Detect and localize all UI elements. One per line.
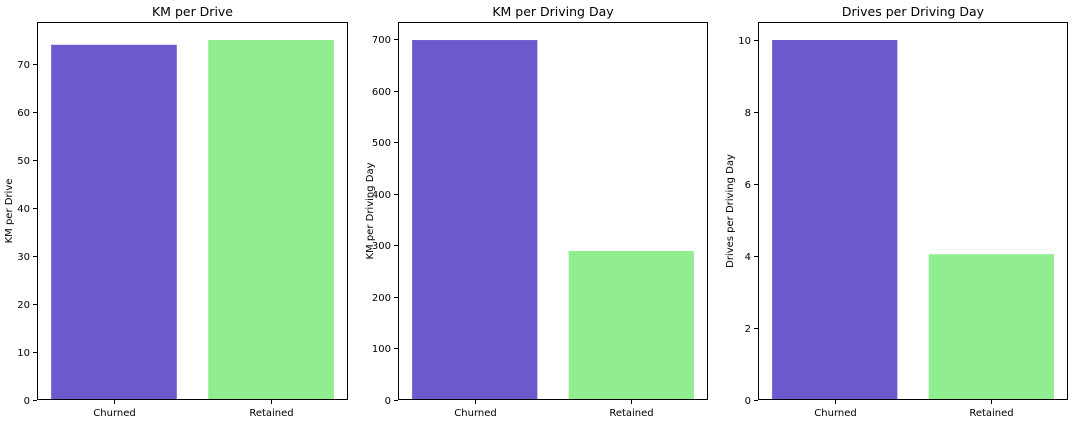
y-tick-label: 8 — [745, 108, 751, 119]
y-tick-label: 0 — [24, 396, 30, 407]
x-tick-label: Churned — [93, 408, 135, 419]
axes-frame — [398, 22, 708, 400]
bar-churned — [412, 40, 538, 401]
y-axis-label: Drives per Driving Day — [725, 154, 736, 268]
y-tick-label: 2 — [745, 324, 751, 335]
chart-title: KM per Drive — [152, 4, 233, 19]
bar-churned — [51, 44, 177, 401]
y-tick-label: 0 — [385, 396, 391, 407]
chart-panel-1: 0 10 20 30 40 50 60 70 Churned Retained KM per Dri… — [4, 4, 348, 419]
chart-title: KM per Driving Day — [492, 4, 614, 19]
y-tick-label: 100 — [372, 344, 391, 355]
y-tick-label: 60 — [17, 108, 30, 119]
y-tick-label: 600 — [372, 87, 391, 98]
y-axis-label: KM per Driving Day — [365, 162, 376, 259]
y-tick-label: 50 — [17, 156, 30, 167]
chart-title: Drives per Driving Day — [842, 4, 985, 19]
y-tick-label: 70 — [17, 60, 30, 71]
y-tick-label: 0 — [745, 396, 751, 407]
x-tick-label: Retained — [249, 408, 293, 419]
y-tick-label: 200 — [372, 293, 391, 304]
y-tick-label: 500 — [372, 138, 391, 149]
x-tick-label: Churned — [454, 408, 496, 419]
axes-frame — [37, 22, 348, 400]
bar-retained — [928, 254, 1054, 400]
chart-panel-3: 0 2 4 6 8 10 Churned Retained Drives per Driving… — [725, 4, 1068, 419]
y-tick-label: 10 — [17, 348, 30, 359]
axes-frame — [758, 22, 1068, 400]
y-tick-label: 10 — [738, 36, 751, 47]
y-tick-label: 6 — [745, 180, 751, 191]
bar-churned — [772, 40, 898, 400]
y-tick-label: 30 — [17, 252, 30, 263]
y-tick-label: 300 — [372, 241, 391, 252]
y-tick-label: 4 — [745, 252, 751, 263]
y-tick-label: 20 — [17, 300, 30, 311]
y-tick-label: 40 — [17, 204, 30, 215]
x-tick-label: Churned — [814, 408, 856, 419]
x-tick-label: Retained — [609, 408, 653, 419]
bar-retained — [208, 40, 334, 400]
chart-panel-2: 0 100 200 300 400 500 600 700 Churned Retained KM … — [365, 4, 708, 419]
x-tick-label: Retained — [969, 408, 1013, 419]
y-axis-label: KM per Drive — [4, 179, 15, 244]
bar-retained — [568, 250, 694, 400]
y-tick-label: 700 — [372, 35, 391, 46]
y-tick-label: 400 — [372, 190, 391, 201]
